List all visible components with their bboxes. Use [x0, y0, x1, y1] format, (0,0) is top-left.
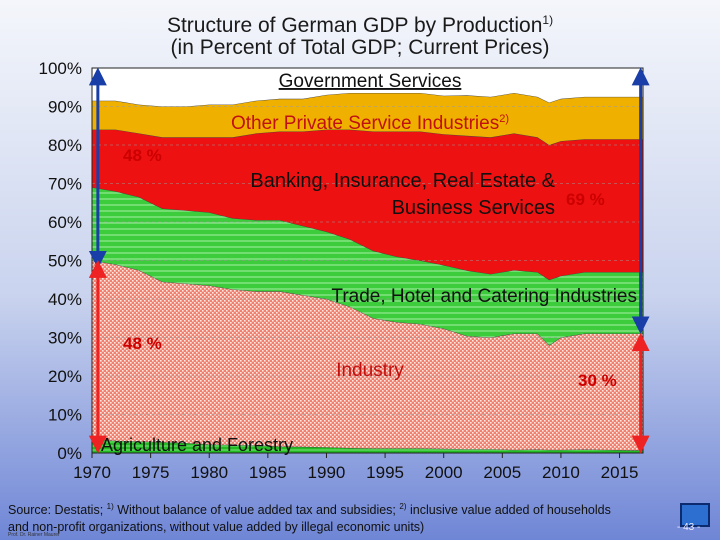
annotation-production-1970: 48 % [123, 334, 162, 353]
author-credit: Prof. Dr. Rainer Maurer [8, 532, 60, 538]
x-tick-label: 2005 [483, 463, 521, 482]
label-government-services: Government Services [279, 71, 462, 92]
y-tick-label: 100% [39, 59, 82, 78]
area-trade-hotel-and-catering-industries [92, 187, 643, 346]
y-tick-label: 20% [48, 367, 82, 386]
y-tick-label: 60% [48, 213, 82, 232]
x-axis: 1970 1975 1980 1985 1990 1995 2000 2005 2010 2015 [73, 453, 638, 482]
x-tick-label: 1995 [366, 463, 404, 482]
y-tick-label: 0% [57, 444, 82, 463]
stacked-areas [91, 68, 643, 453]
chart-title-line2: (in Percent of Total GDP; Current Prices… [170, 36, 550, 59]
y-tick-label: 10% [48, 406, 82, 425]
y-tick-label: 30% [48, 329, 82, 348]
y-tick-label: 80% [48, 136, 82, 155]
label-trade: Trade, Hotel and Catering Industries [331, 286, 637, 307]
label-agriculture: Agriculture and Forestry [101, 435, 293, 455]
x-tick-label: 2010 [542, 463, 580, 482]
label-industry: Industry [336, 360, 404, 381]
y-tick-label: 40% [48, 290, 82, 309]
page-number: - 43 - [677, 522, 701, 533]
x-tick-label: 1970 [73, 463, 111, 482]
x-tick-label: 2015 [601, 463, 639, 482]
label-other-private-services: Other Private Service Industries2) [231, 113, 509, 134]
area-industry [92, 260, 643, 451]
y-tick-label: 90% [48, 98, 82, 117]
label-banking-line2: Business Services [392, 197, 555, 219]
annotation-services-2017: 69 % [566, 190, 605, 209]
chart-title-line1: Structure of German GDP by Production1) [166, 13, 554, 37]
annotation-arrows [88, 67, 650, 454]
slide-nav-button[interactable] [680, 503, 710, 527]
x-tick-label: 1980 [190, 463, 228, 482]
label-banking-line1: Banking, Insurance, Real Estate & [250, 170, 555, 192]
area-government-services [92, 68, 643, 107]
annotation-production-2017: 30 % [578, 371, 617, 390]
area-other-private-service-industries [92, 93, 643, 145]
y-tick-label: 70% [48, 175, 82, 194]
source-note: Source: Destatis; 1) Without balance of … [8, 502, 611, 535]
annotation-services-1970: 48 % [123, 146, 162, 165]
x-tick-label: 1990 [308, 463, 346, 482]
y-tick-label: 50% [48, 252, 82, 271]
area-banking-insurance-real-estate-business-services [92, 129, 643, 280]
y-axis: 0% 10% 20% 30% 40% 50% 60% 70% 80% 90% 100% [39, 59, 82, 463]
x-tick-label: 1975 [132, 463, 170, 482]
x-tick-label: 2000 [425, 463, 463, 482]
x-tick-label: 1985 [249, 463, 287, 482]
